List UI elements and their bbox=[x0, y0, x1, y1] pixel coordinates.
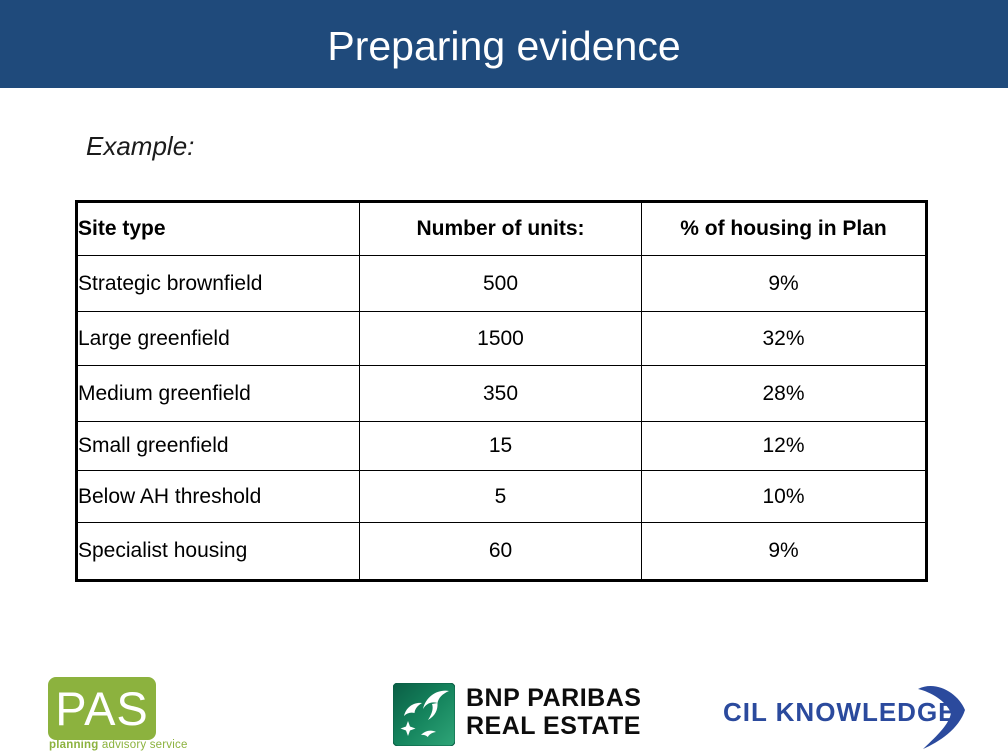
column-header-site-type: Site type bbox=[76, 201, 360, 256]
cell-share: 9% bbox=[641, 522, 927, 581]
table-row: Strategic brownfield 500 9% bbox=[76, 255, 927, 312]
column-header-number-of-units: Number of units: bbox=[359, 201, 642, 256]
pas-logo-text: PAS bbox=[55, 682, 149, 735]
cell-share: 9% bbox=[641, 255, 927, 312]
cil-swoosh-path bbox=[918, 686, 965, 749]
pas-tagline: planning advisory service bbox=[49, 739, 188, 751]
column-header-percent-of-housing: % of housing in Plan bbox=[641, 201, 927, 256]
cil-swoosh-icon bbox=[918, 686, 965, 749]
cell-site-type: Small greenfield bbox=[76, 421, 360, 471]
slide-title: Preparing evidence bbox=[327, 23, 681, 69]
cell-site-type: Below AH threshold bbox=[76, 470, 360, 523]
cell-units: 5 bbox=[359, 470, 642, 523]
table-row: Specialist housing 60 9% bbox=[76, 522, 927, 581]
pas-logo: PAS bbox=[48, 677, 156, 740]
cell-share: 28% bbox=[641, 365, 927, 422]
cell-share: 32% bbox=[641, 311, 927, 366]
cell-units: 1500 bbox=[359, 311, 642, 366]
title-banner: Preparing evidence bbox=[0, 0, 1008, 88]
table-header-row: Site type Number of units: % of housing … bbox=[76, 201, 927, 256]
cell-site-type: Specialist housing bbox=[76, 522, 360, 581]
bnp-emblem-birds-icon bbox=[393, 683, 455, 746]
cell-share: 10% bbox=[641, 470, 927, 523]
cell-units: 60 bbox=[359, 522, 642, 581]
pas-tagline-rest: advisory service bbox=[98, 739, 188, 751]
bnp-logo-text: BNP PARIBAS REAL ESTATE bbox=[466, 684, 641, 740]
bnp-logo-line2: REAL ESTATE bbox=[466, 712, 641, 740]
example-label: Example: bbox=[86, 131, 195, 161]
bnp-logo-line1: BNP PARIBAS bbox=[466, 684, 642, 712]
cell-units: 500 bbox=[359, 255, 642, 312]
table-row: Large greenfield 1500 32% bbox=[76, 311, 927, 366]
cil-knowledge-logo-text: CIL KNOWLEDGE bbox=[723, 697, 957, 727]
table-row: Below AH threshold 5 10% bbox=[76, 470, 927, 523]
cell-site-type: Medium greenfield bbox=[76, 365, 360, 422]
cell-units: 350 bbox=[359, 365, 642, 422]
cell-site-type: Strategic brownfield bbox=[76, 255, 360, 312]
housing-mix-table: Site type Number of units: % of housing … bbox=[75, 200, 928, 582]
table-row: Small greenfield 15 12% bbox=[76, 421, 927, 471]
cell-units: 15 bbox=[359, 421, 642, 471]
cell-share: 12% bbox=[641, 421, 927, 471]
table-row: Medium greenfield 350 28% bbox=[76, 365, 927, 422]
cell-site-type: Large greenfield bbox=[76, 311, 360, 366]
pas-tagline-bold: planning bbox=[49, 739, 99, 751]
